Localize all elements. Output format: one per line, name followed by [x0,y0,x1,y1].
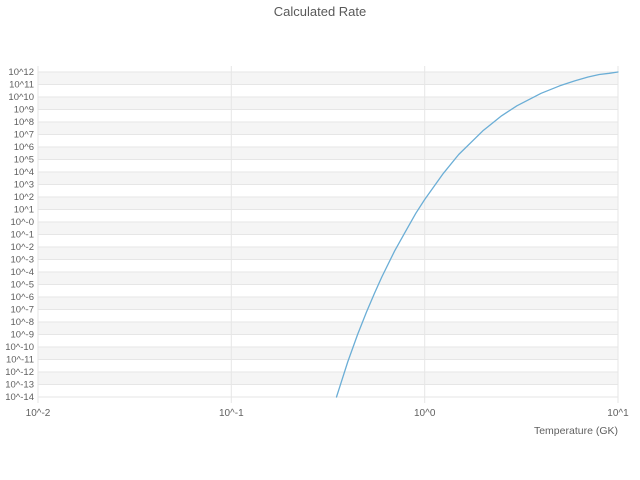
grid-band [38,97,618,110]
y-tick-label: 10^-7 [11,305,34,316]
grid-band [38,372,618,385]
y-tick-label: 10^-12 [5,367,34,378]
y-tick-label: 10^-1 [11,230,34,241]
x-tick-label: 10^0 [414,408,436,419]
y-tick-label: 10^-4 [11,267,34,278]
y-tick-label: 10^12 [8,67,34,78]
y-tick-label: 10^-6 [11,292,34,303]
grid-band [38,147,618,160]
x-axis-title: Temperature (GK) [534,425,618,437]
x-tick-label: 10^1 [607,408,629,419]
rate-curve [335,71,619,398]
y-tick-label: 10^6 [14,142,34,153]
y-tick-label: 10^-10 [5,342,34,353]
y-tick-label: 10^-13 [5,380,34,391]
y-tick-label: 10^2 [14,192,34,203]
y-tick-label: 10^3 [14,180,34,191]
y-tick-label: 10^-14 [5,392,34,403]
x-tick-label: 10^-1 [219,408,244,419]
grid-band [38,322,618,335]
y-tick-label: 10^-5 [11,280,34,291]
y-tick-label: 10^-11 [6,355,34,366]
y-tick-label: 10^1 [14,205,34,216]
chart-title: Calculated Rate [274,4,367,19]
x-tick-label: 10^-2 [26,408,51,419]
grid-band [38,222,618,235]
y-tick-label: 10^-9 [11,330,34,341]
y-tick-label: 10^-8 [11,317,34,328]
grid-band [38,297,618,310]
y-tick-label: 10^11 [9,80,34,91]
gridlines [37,66,619,403]
grid-band [38,247,618,260]
grid-band [38,197,618,210]
y-tick-label: 10^-3 [11,255,34,266]
grid-band [38,272,618,285]
y-tick-label: 10^4 [14,167,34,178]
grid-band [38,347,618,360]
y-tick-label: 10^-2 [11,242,34,253]
grid-band [38,72,618,85]
y-tick-label: 10^10 [8,92,34,103]
y-tick-label: 10^8 [14,117,34,128]
y-tick-label: 10^-0 [11,217,34,228]
x-axis-tick-labels: 10^-2 10^-1 10^0 10^1 [26,408,629,419]
y-tick-label: 10^7 [14,130,34,141]
y-tick-label: 10^5 [14,155,34,166]
grid-band [38,172,618,185]
y-tick-label: 10^9 [14,105,34,116]
grid-band [38,122,618,135]
